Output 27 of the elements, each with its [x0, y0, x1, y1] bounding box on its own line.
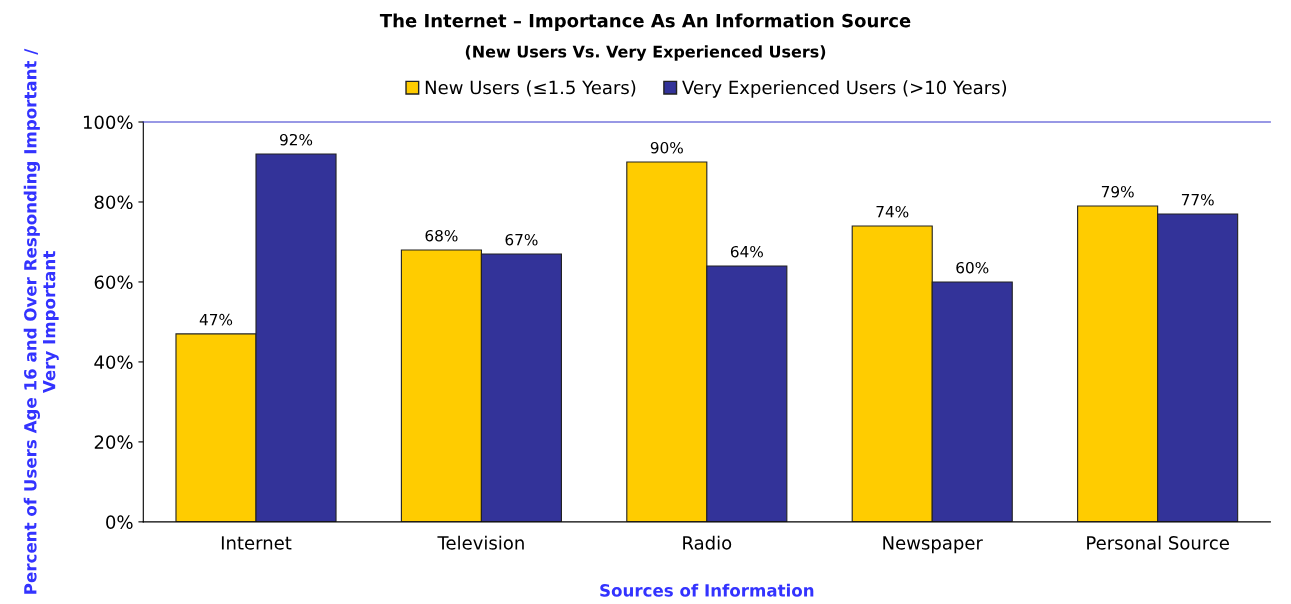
- y-tick-label: 60%: [94, 275, 133, 290]
- data-label: 47%: [199, 313, 233, 326]
- x-tick-label: Personal Source: [1087, 535, 1229, 550]
- legend-label: New Users (≤1.5 Years): [425, 80, 636, 97]
- data-label: 64%: [730, 245, 763, 258]
- y-axis-title: Percent of Users Age 16 and Over Responding Important / Very Important: [23, 48, 59, 594]
- x-axis-title: Sources of Information: [600, 583, 814, 597]
- data-label: 90%: [650, 141, 683, 154]
- data-label: 79%: [1101, 185, 1134, 198]
- chart-title: The Internet – Importance As An Information Source: [379, 13, 911, 31]
- data-label: 60%: [956, 261, 989, 274]
- x-tick-label: Radio: [683, 535, 732, 550]
- data-label: 77%: [1181, 193, 1214, 206]
- x-tick-label: Television: [437, 535, 524, 550]
- legend-label: Very Experienced Users (>10 Years): [682, 80, 1007, 98]
- y-tick-label: 0%: [106, 515, 133, 529]
- data-label: 92%: [280, 133, 313, 146]
- data-label: 68%: [425, 229, 458, 242]
- y-tick-label: 20%: [94, 435, 133, 449]
- x-tick-label: Newspaper: [883, 536, 983, 554]
- y-tick-label: 100%: [83, 115, 133, 130]
- chart-subtitle: (New Users Vs. Very Experienced Users): [465, 45, 826, 61]
- data-label: 67%: [505, 233, 538, 246]
- y-tick-label: 80%: [94, 195, 133, 210]
- x-tick-label: Internet: [221, 536, 292, 550]
- data-label: 74%: [876, 205, 909, 218]
- y-tick-label: 40%: [94, 355, 133, 370]
